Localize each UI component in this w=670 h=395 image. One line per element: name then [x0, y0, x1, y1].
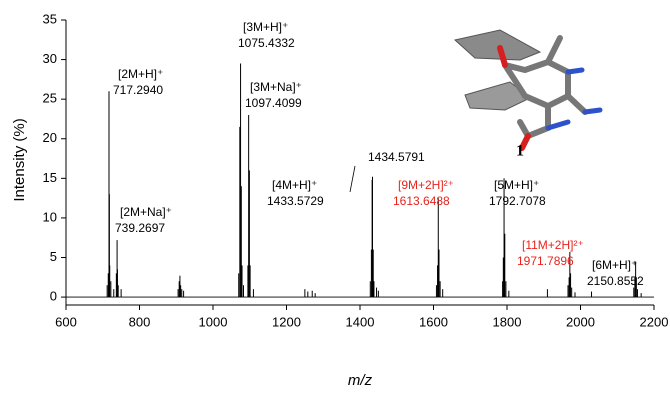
y-tick-label: 25 — [43, 91, 57, 106]
peak-annotation: [3M+Na]⁺ — [250, 80, 302, 94]
peak-annotation: 1075.4332 — [238, 36, 295, 50]
peak-annotation: [3M+H]⁺ — [243, 20, 288, 34]
y-tick-label: 20 — [43, 130, 57, 145]
peak-annotation: 1971.7896 — [517, 254, 574, 268]
y-tick-label: 0 — [50, 289, 57, 304]
peak-annotation: [6M+H]⁺ — [592, 258, 637, 272]
peak-annotation: 2150.8552 — [587, 274, 644, 288]
peak-annotation: [4M+H]⁺ — [272, 178, 317, 192]
peak-annotation: 1434.5791 — [368, 150, 425, 164]
peak-annotation: 717.2940 — [113, 83, 163, 97]
molecule: 1 — [455, 30, 600, 160]
peak-annotation: [2M+H]⁺ — [118, 67, 163, 81]
x-tick-label: 2200 — [640, 314, 669, 329]
peak-annotation: 1433.5729 — [267, 194, 324, 208]
compound-label: 1 — [516, 143, 524, 160]
annotation-connector — [350, 166, 355, 192]
peak-annotation: [5M+H]⁺ — [494, 178, 539, 192]
peak-annotation: [2M+Na]⁺ — [120, 205, 172, 219]
peak-annotation: 1097.4099 — [245, 96, 302, 110]
y-tick-label: 10 — [43, 209, 57, 224]
peak-annotation: 1613.6488 — [393, 194, 450, 208]
y-axis-label: Intensity (%) — [11, 118, 28, 201]
x-tick-label: 1600 — [419, 314, 448, 329]
x-tick-label: 2000 — [566, 314, 595, 329]
x-tick-label: 1200 — [272, 314, 301, 329]
y-tick-label: 5 — [50, 249, 57, 264]
x-tick-label: 1000 — [199, 314, 228, 329]
peak-annotation: [9M+2H]²⁺ — [398, 178, 454, 192]
peak-annotation: [11M+2H]²⁺ — [522, 238, 584, 252]
x-tick-label: 600 — [55, 314, 77, 329]
y-tick-label: 35 — [43, 11, 57, 26]
y-tick-label: 30 — [43, 51, 57, 66]
x-tick-label: 800 — [129, 314, 151, 329]
peak-annotation: 739.2697 — [115, 221, 165, 235]
y-tick-label: 15 — [43, 170, 57, 185]
chart: 1 m/z Intensity (%) 0 5 10 15 20 25 30 35 600 800… — [0, 0, 670, 390]
peak-annotation: 1792.7078 — [489, 194, 546, 208]
x-tick-label: 1800 — [493, 314, 522, 329]
x-tick-label: 1400 — [346, 314, 375, 329]
x-axis-label: m/z — [348, 372, 373, 389]
